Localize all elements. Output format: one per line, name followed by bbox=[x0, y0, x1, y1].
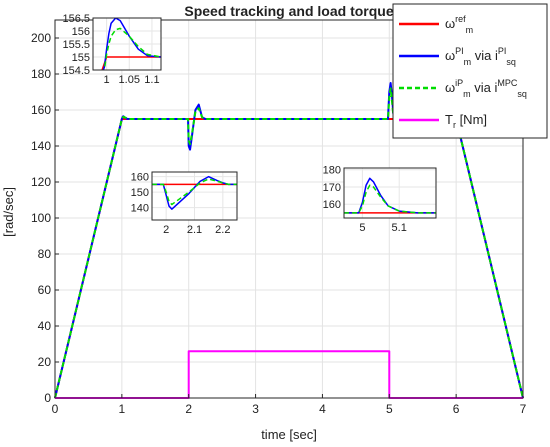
main-series-2-line bbox=[54, 87, 524, 399]
inset-2-series-2-line bbox=[344, 184, 436, 214]
inset-x-tick-label: 2.1 bbox=[187, 224, 202, 236]
inset-series-group bbox=[152, 175, 237, 210]
x-tick-label: 3 bbox=[252, 402, 259, 416]
y-tick-label: 100 bbox=[31, 211, 51, 225]
legend-label-1: ωPIm via iPIsq bbox=[445, 46, 516, 67]
x-tick-label: 0 bbox=[52, 402, 59, 416]
y-tick-label: 200 bbox=[31, 31, 51, 45]
inset-x-tick-label: 2.2 bbox=[215, 224, 230, 236]
inset-y-tick-label: 155.5 bbox=[62, 39, 90, 51]
inset-frame bbox=[92, 17, 162, 71]
inset-y-tick-label: 155 bbox=[72, 52, 90, 64]
inset-1: 2 2.1 2.2 140 150 160 bbox=[131, 171, 238, 236]
inset-x-tick-label: 5 bbox=[359, 222, 365, 234]
y-tick-label: 40 bbox=[38, 319, 52, 333]
inset-y-tick-label: 156 bbox=[72, 26, 90, 38]
x-tick-label: 2 bbox=[185, 402, 192, 416]
inset-y-tick-label: 160 bbox=[131, 172, 149, 184]
y-tick-label: 80 bbox=[38, 247, 52, 261]
legend-label-2: ωiPm via iMPCsq bbox=[445, 78, 527, 99]
legend: ωrefm ωPIm via iPIsq ωiPm via iMPCsq Tr [Nm… bbox=[392, 3, 548, 139]
inset-y-tick-label: 156.5 bbox=[62, 13, 90, 25]
inset-x-tick-label: 1.05 bbox=[119, 74, 140, 86]
y-tick-label: 160 bbox=[31, 103, 51, 117]
y-tick-label: 20 bbox=[38, 355, 52, 369]
legend-label-0: ωrefm bbox=[445, 14, 473, 35]
inset-x-tick-label: 1 bbox=[104, 74, 110, 86]
inset-x-tick-label: 1.1 bbox=[144, 74, 159, 86]
inset-x-tick-label: 2 bbox=[163, 224, 169, 236]
inset-2: 5 5.1 160 170 180 bbox=[323, 165, 437, 234]
x-axis-label: time [sec] bbox=[261, 427, 317, 442]
inset-frame bbox=[343, 167, 437, 219]
inset-y-tick-label: 154.5 bbox=[62, 65, 90, 77]
x-tick-label: 1 bbox=[119, 402, 126, 416]
inset-y-tick-label: 160 bbox=[323, 199, 341, 211]
x-tick-label: 5 bbox=[386, 402, 393, 416]
main-ticks: 0 1 2 3 4 5 6 7 0 20 40 60 80 100 120 140 160 180 200 bbox=[31, 31, 527, 416]
y-tick-label: 0 bbox=[44, 391, 51, 405]
inset-background bbox=[344, 168, 436, 218]
inset-y-tick-label: 180 bbox=[323, 165, 341, 177]
chart-title: Speed tracking and load torque bbox=[184, 3, 393, 19]
inset-y-tick-label: 140 bbox=[131, 203, 149, 215]
y-tick-label: 120 bbox=[31, 175, 51, 189]
inset-frame bbox=[151, 171, 238, 221]
inset-series-group bbox=[344, 177, 436, 214]
legend-box bbox=[392, 3, 548, 139]
y-tick-label: 180 bbox=[31, 67, 51, 81]
x-tick-label: 4 bbox=[319, 402, 326, 416]
inset-y-tick-label: 170 bbox=[323, 182, 341, 194]
y-tick-label: 140 bbox=[31, 139, 51, 153]
x-tick-label: 6 bbox=[453, 402, 460, 416]
inset-series-group bbox=[101, 18, 161, 70]
inset-1-series-1-line bbox=[152, 175, 237, 210]
x-tick-label: 7 bbox=[520, 402, 527, 416]
y-tick-label: 60 bbox=[38, 283, 52, 297]
inset-1-series-2-line bbox=[152, 178, 237, 206]
y-axis-label: [rad/sec] bbox=[1, 187, 16, 237]
legend-label-3: Tr [Nm] bbox=[445, 112, 487, 130]
inset-x-tick-label: 5.1 bbox=[392, 222, 407, 234]
inset-0-series-2-line bbox=[103, 27, 161, 70]
main-plot-frame bbox=[54, 19, 524, 399]
inset-y-tick-label: 150 bbox=[131, 187, 149, 199]
